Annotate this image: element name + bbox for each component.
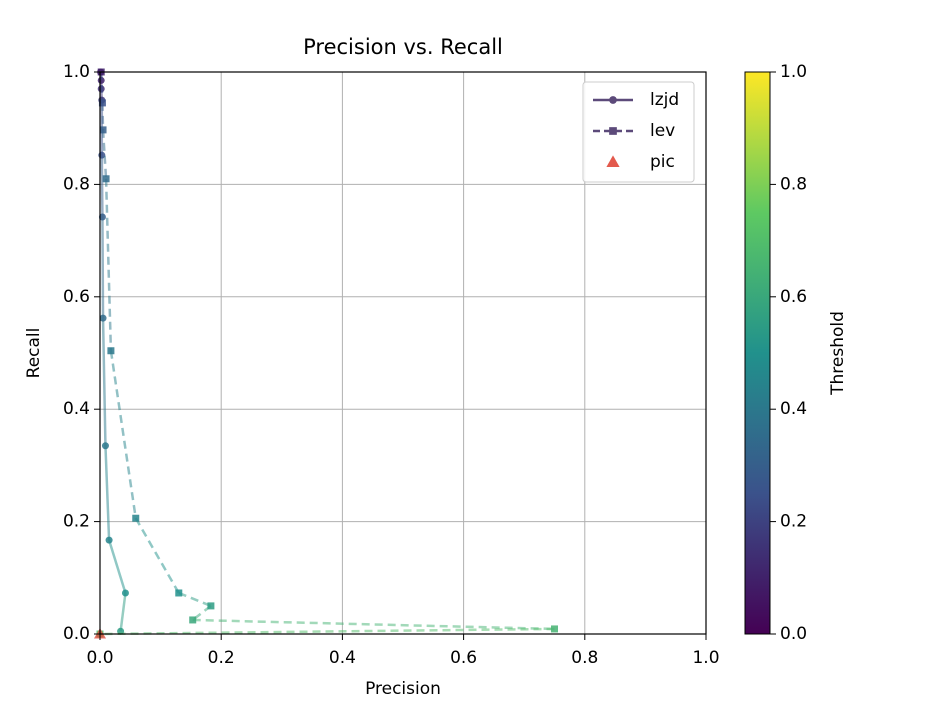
y-tick-label: 0.6: [63, 287, 90, 307]
point: [175, 589, 183, 597]
point: [99, 314, 107, 322]
line-segment: [101, 102, 105, 130]
y-tick-label: 0.4: [63, 399, 90, 419]
colorbar-tick-label: 0.6: [780, 287, 807, 307]
line-segment: [192, 618, 555, 631]
plot-frame: [99, 71, 707, 635]
colorbar: [744, 71, 771, 635]
line-segment: [101, 216, 105, 319]
x-tick-label: 0.8: [571, 648, 598, 668]
point: [98, 213, 106, 221]
legend-label: lzjd: [650, 90, 679, 110]
y-tick-label: 0.0: [63, 624, 90, 644]
x-tick-label: 0.0: [86, 648, 113, 668]
y-tick-label: 0.8: [63, 174, 90, 194]
point: [189, 616, 197, 624]
point: [132, 514, 140, 522]
point: [105, 536, 113, 544]
line-segment: [134, 517, 180, 594]
point: [101, 442, 109, 450]
line-segment: [101, 129, 108, 179]
x-tick-label: 0.4: [329, 648, 356, 668]
colorbar-label: Threshold: [828, 311, 848, 396]
y-axis-label: Recall: [24, 328, 44, 379]
legend-label: lev: [650, 121, 675, 141]
legend-marker: [609, 127, 617, 135]
x-tick-label: 0.6: [450, 648, 477, 668]
line-segment: [99, 627, 555, 636]
point: [102, 175, 110, 183]
line-segment: [99, 71, 104, 103]
point: [107, 347, 115, 355]
line-segment: [101, 318, 107, 446]
x-tick-label: 1.0: [692, 648, 719, 668]
x-axis-label: Precision: [365, 679, 441, 699]
line-segment: [119, 592, 127, 632]
x-tick-label: 0.2: [208, 648, 235, 668]
colorbar-tick-label: 0.2: [780, 512, 807, 532]
point: [207, 602, 215, 610]
line-segment: [109, 350, 137, 519]
colorbar-tick-label: 0.4: [780, 399, 807, 419]
legend-box: [582, 81, 695, 183]
line-segment: [178, 591, 212, 608]
line-segment: [107, 539, 127, 594]
legend-marker: [606, 155, 620, 167]
line-segment: [104, 445, 111, 541]
y-tick-label: 1.0: [63, 62, 90, 82]
colorbar-tick-label: 0.8: [780, 174, 807, 194]
point: [551, 625, 558, 633]
legend-label: pic: [650, 152, 675, 172]
chart-title: Precision vs. Recall: [303, 35, 503, 59]
line-segment: [100, 155, 104, 218]
point: [98, 99, 106, 107]
line-segment: [104, 178, 113, 351]
colorbar-tick-label: 0.0: [780, 624, 807, 644]
y-tick-label: 0.2: [63, 512, 90, 532]
legend-marker: [609, 96, 617, 104]
point: [99, 126, 107, 134]
colorbar-tick-label: 1.0: [780, 62, 807, 82]
point: [121, 589, 129, 597]
